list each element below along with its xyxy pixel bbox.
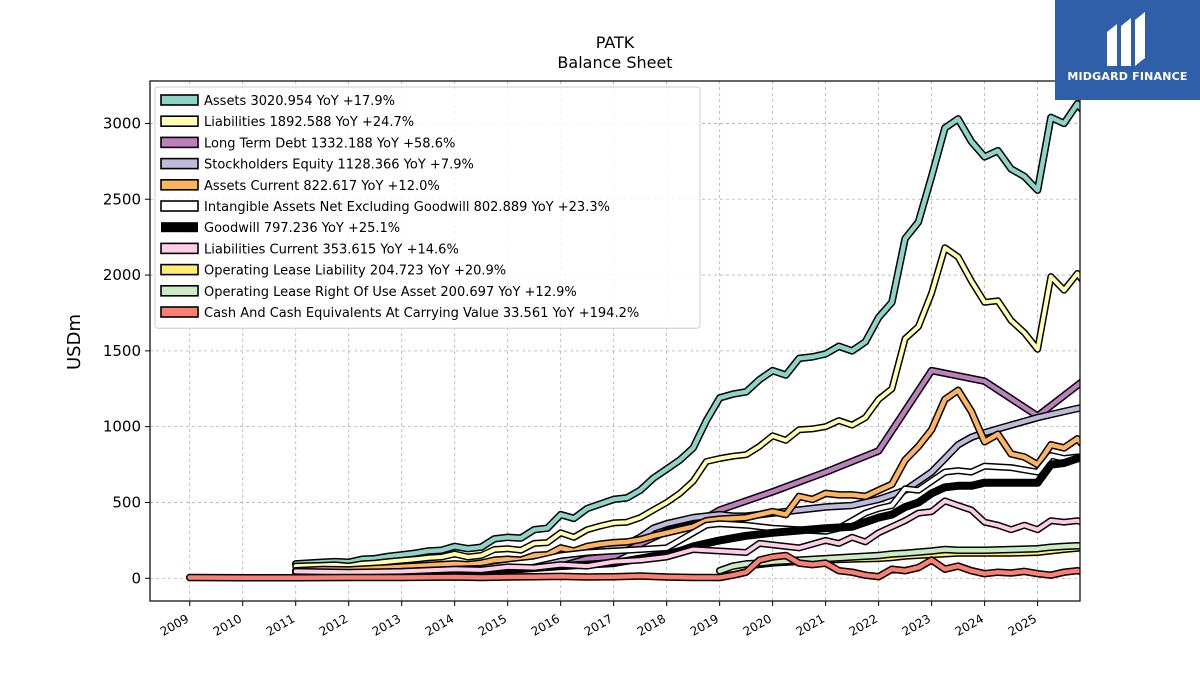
legend-swatch — [160, 157, 199, 170]
series-line — [293, 498, 1080, 575]
legend-item: Operating Lease Liability 204.723 YoY +2… — [160, 263, 506, 279]
legend-item: Long Term Debt 1332.188 YoY +58.6% — [160, 136, 455, 151]
series-cash-and-cash-equivalents-at-carrying-value — [185, 551, 1080, 582]
brand-name: MIDGARD FINANCE — [1067, 70, 1188, 83]
legend-item: Assets Current 822.617 YoY +12.0% — [160, 179, 440, 194]
legend-item: Operating Lease Right Of Use Asset 200.6… — [160, 284, 577, 300]
series-line — [293, 388, 1080, 573]
x-tick-label: 2025 — [1006, 611, 1039, 638]
legend-swatch — [160, 179, 199, 191]
legend-swatch — [161, 222, 198, 233]
legend-label: Assets 3020.954 YoY +17.9% — [204, 94, 395, 109]
x-tick-label: 2012 — [317, 611, 350, 638]
legend-label: Assets Current 822.617 YoY +12.0% — [204, 179, 440, 194]
y-axis-label: USDm — [64, 314, 85, 370]
x-tick-label: 2018 — [635, 611, 668, 638]
legend-label: Stockholders Equity 1128.366 YoY +7.9% — [204, 158, 474, 173]
plot-frame — [149, 80, 1081, 602]
x-tick-label: 2016 — [529, 611, 562, 638]
legend-swatch — [160, 284, 199, 297]
legend-label: Liabilities Current 353.615 YoY +14.6% — [204, 242, 459, 257]
series-line — [293, 101, 1080, 567]
x-tick-label: 2021 — [794, 611, 827, 638]
x-tick-label: 2019 — [688, 611, 721, 638]
legend-label: Long Term Debt 1332.188 YoY +58.6% — [204, 136, 455, 151]
series-line — [187, 553, 1080, 581]
legend-item: Goodwill 797.236 YoY +25.1% — [161, 221, 400, 236]
y-tick-label: 1500 — [103, 342, 141, 360]
legend-swatch — [160, 306, 199, 318]
legend-label: Operating Lease Right Of Use Asset 200.6… — [204, 285, 577, 300]
series-liabilities — [292, 244, 1080, 570]
series-liabilities-current — [292, 497, 1080, 576]
x-tick-label: 2011 — [264, 611, 297, 638]
series-assets — [291, 99, 1080, 568]
legend-item: Assets 3020.954 YoY +17.9% — [160, 94, 395, 109]
legend-swatch — [160, 115, 199, 127]
x-tick-label: 2014 — [423, 611, 456, 638]
legend-item: Stockholders Equity 1128.366 YoY +7.9% — [160, 157, 474, 173]
legend-label: Goodwill 797.236 YoY +25.1% — [204, 221, 400, 236]
y-tick-label: 2500 — [103, 190, 141, 208]
y-tick-label: 0 — [131, 569, 141, 587]
legend: Assets 3020.954 YoY +17.9% Liabilities 18… — [154, 86, 701, 329]
legend-box — [154, 86, 701, 329]
logo-mark-icon — [1107, 12, 1145, 66]
legend-swatch — [160, 94, 199, 106]
x-tick-label: 2020 — [741, 611, 774, 638]
chart-title: PATK — [596, 33, 635, 52]
x-tick-label: 2024 — [953, 611, 986, 638]
y-tick-label: 1000 — [103, 418, 141, 436]
y-tick-label: 3000 — [103, 114, 141, 132]
legend-item: Intangible Assets Net Excluding Goodwill… — [160, 200, 610, 215]
legend-item: Liabilities 1892.588 YoY +24.7% — [160, 115, 414, 130]
x-tick-label: 2022 — [847, 611, 880, 638]
legend-swatch — [160, 242, 199, 255]
x-tick-label: 2009 — [158, 611, 191, 638]
legend-label: Cash And Cash Equivalents At Carrying Va… — [204, 306, 639, 321]
x-tick-label: 2017 — [582, 611, 615, 638]
legend-swatch — [160, 263, 199, 276]
series-layer — [185, 99, 1080, 582]
series-assets-current — [291, 386, 1080, 575]
x-tick-label: 2013 — [370, 611, 403, 638]
legend-label: Intangible Assets Net Excluding Goodwill… — [204, 200, 610, 215]
legend-swatch — [160, 136, 199, 149]
legend-item: Cash And Cash Equivalents At Carrying Va… — [160, 306, 639, 321]
legend-swatch — [160, 200, 199, 212]
legend-label: Liabilities 1892.588 YoY +24.7% — [204, 115, 414, 130]
chart-subtitle: Balance Sheet — [557, 53, 672, 72]
x-tick-label: 2023 — [900, 611, 933, 638]
brand-logo: MIDGARD FINANCE — [1055, 0, 1200, 100]
x-tick-label: 2015 — [476, 611, 509, 638]
y-tick-label: 500 — [112, 493, 141, 511]
legend-label: Operating Lease Liability 204.723 YoY +2… — [204, 264, 506, 279]
x-tick-label: 2010 — [211, 611, 244, 638]
series-line — [293, 245, 1080, 569]
y-tick-label: 2000 — [103, 266, 141, 284]
legend-item: Liabilities Current 353.615 YoY +14.6% — [160, 242, 459, 257]
